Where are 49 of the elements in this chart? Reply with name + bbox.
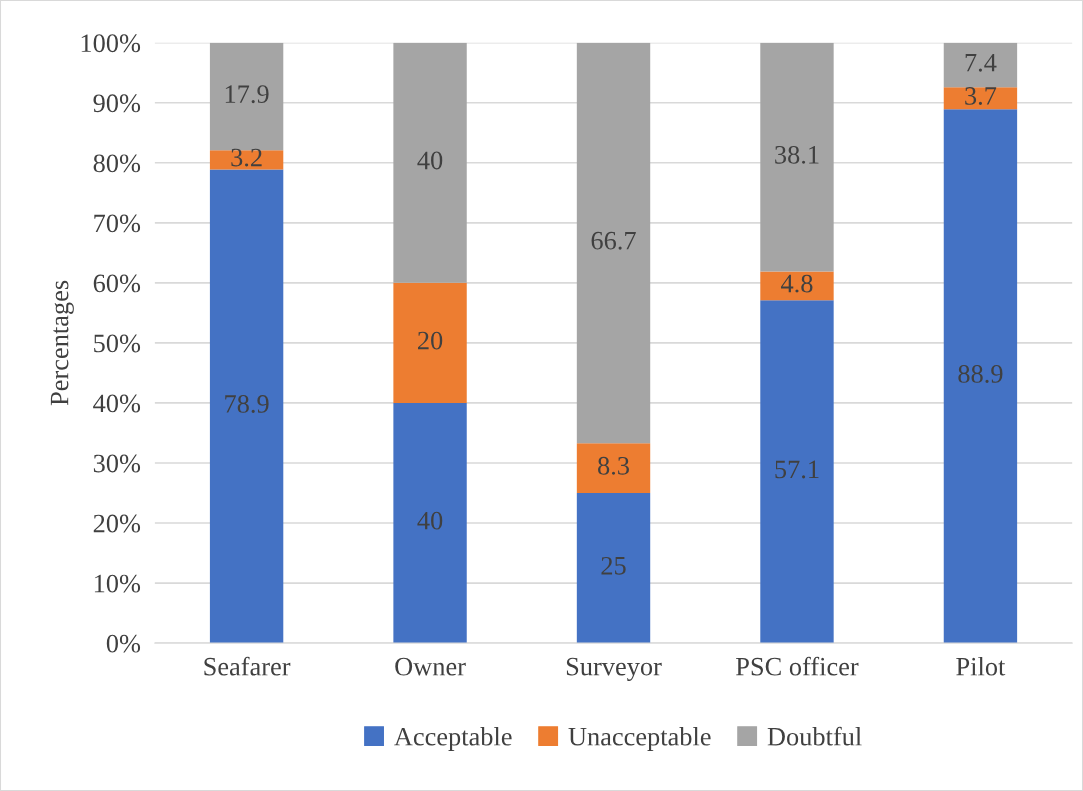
data-label: 78.9 [225, 395, 269, 413]
bar [576, 443, 651, 493]
x-tick-label: PSC officer [736, 656, 859, 676]
bar [943, 109, 1018, 644]
x-tick-label: Seafarer [204, 656, 291, 676]
bar [576, 492, 651, 644]
data-label: 3.2 [231, 148, 262, 167]
data-label: 40 [417, 151, 443, 170]
y-tick-label: 90% [93, 94, 141, 113]
bar [943, 42, 1018, 88]
bar [760, 42, 834, 272]
data-label: 8.3 [598, 456, 629, 475]
y-tick-label: 80% [93, 154, 141, 173]
y-tick-label: 70% [94, 214, 141, 233]
bar [576, 42, 651, 444]
y-axis-title: Percentages [50, 280, 74, 406]
data-label: 40 [417, 511, 443, 530]
x-tick-label: Surveyor [566, 657, 662, 681]
data-label: 7.4 [965, 53, 997, 72]
y-tick-label: 10% [94, 574, 141, 593]
data-label: 66.7 [591, 231, 636, 250]
y-tick-label: 60% [93, 274, 141, 293]
data-label: 57.1 [775, 460, 819, 479]
bar [209, 150, 284, 170]
y-tick-label: 40% [93, 394, 141, 413]
bar [760, 271, 834, 301]
y-tick-label: 0% [106, 634, 141, 653]
data-label: 17.9 [225, 85, 269, 104]
bar [393, 42, 467, 283]
x-tick-label: Pilot [956, 656, 1006, 676]
bar [209, 169, 284, 644]
data-label: 38.1 [775, 145, 819, 164]
legend-label: Acceptable [394, 727, 512, 751]
x-tick-label: Owner [395, 657, 466, 676]
legend-label: Unacceptable [568, 727, 711, 751]
bar [393, 282, 467, 403]
bar [393, 402, 467, 644]
data-label: 4.8 [781, 274, 813, 293]
bar [943, 87, 1018, 110]
y-tick-label: 20% [93, 514, 141, 533]
data-label: 3.7 [965, 87, 997, 105]
y-tick-label: 50% [94, 334, 141, 353]
y-tick-label: 30% [93, 454, 141, 473]
data-label: 25 [601, 556, 626, 575]
data-label: 20 [418, 331, 443, 350]
y-tick-label: 100% [81, 34, 141, 53]
data-label: 88.9 [958, 365, 1003, 383]
bar [760, 300, 834, 644]
legend-label: Doubtful [767, 726, 862, 746]
